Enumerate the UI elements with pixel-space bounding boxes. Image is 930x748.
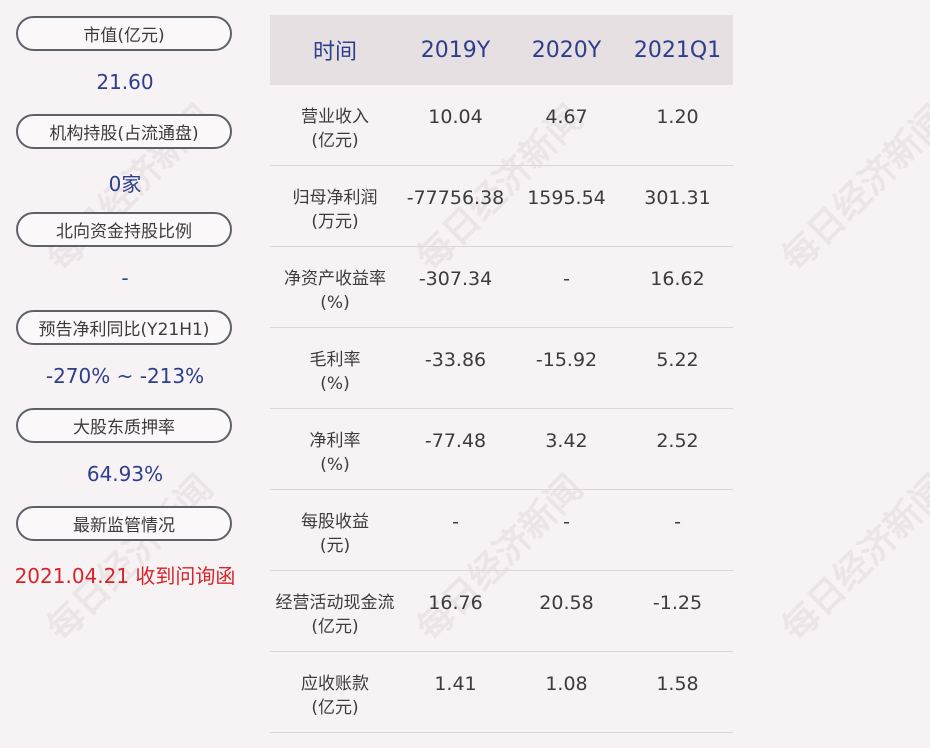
profit-forecast-value: -270% ~ -213% (45, 364, 205, 388)
left-summary-panel: 市值(亿元) 21.60 机构持股(占流通盘) 0家 北向资金持股比例 - 预告… (0, 0, 250, 748)
row-label-name: 每股收益 (301, 512, 369, 532)
table-row: 营业收入 (亿元) 10.04 4.67 1.20 (270, 85, 733, 166)
row-label: 毛利率 (%) (270, 348, 400, 396)
table-cell: - (563, 511, 570, 533)
row-label: 每股收益 (元) (270, 510, 400, 558)
profit-forecast-label: 预告净利同比(Y21H1) (16, 310, 232, 345)
table-cell: 20.58 (539, 592, 594, 614)
table-cell: 16.62 (650, 268, 705, 290)
row-label: 归母净利润 (万元) (270, 186, 400, 234)
row-label-name: 毛利率 (309, 350, 361, 370)
row-label-name: 经营活动现金流 (275, 593, 395, 613)
table-row: 净利率 (%) -77.48 3.42 2.52 (270, 409, 733, 490)
table-cell: 5.22 (656, 349, 699, 371)
table-cell: -77756.38 (406, 187, 505, 209)
institutional-holding-value: 0家 (108, 172, 142, 196)
table-cell: 3.42 (545, 430, 588, 452)
institutional-holding-label: 机构持股(占流通盘) (16, 114, 232, 149)
row-label-unit: (亿元) (311, 131, 359, 151)
header-2019y: 2019Y (420, 37, 491, 63)
table-cell: -33.86 (424, 349, 487, 371)
row-label: 净资产收益率 (%) (270, 267, 400, 315)
watermark: 每日经济新闻 (774, 467, 930, 650)
table-cell: 2.52 (656, 430, 699, 452)
pledge-rate-label: 大股东质押率 (16, 408, 232, 443)
regulatory-status-label: 最新监管情况 (16, 506, 232, 541)
row-label: 营业收入 (亿元) (270, 105, 400, 153)
northbound-holding-value: - (121, 266, 129, 290)
row-label-unit: (%) (320, 293, 350, 313)
row-label-unit: (%) (320, 455, 350, 475)
table-header: 时间 2019Y 2020Y 2021Q1 (270, 15, 733, 85)
row-label: 净利率 (%) (270, 429, 400, 477)
table-cell: -1.25 (652, 592, 703, 614)
row-label-unit: (%) (320, 374, 350, 394)
table-cell: - (452, 511, 459, 533)
table-row: 应收账款 (亿元) 1.41 1.08 1.58 (270, 652, 733, 733)
row-label-unit: (元) (319, 536, 351, 556)
table-cell: 1.41 (434, 673, 477, 695)
table-cell: 1595.54 (527, 187, 606, 209)
row-label-unit: (亿元) (311, 617, 359, 637)
table-cell: 1.20 (656, 106, 699, 128)
table-cell: 10.04 (428, 106, 483, 128)
market-cap-label: 市值(亿元) (16, 16, 232, 51)
table-cell: -307.34 (418, 268, 493, 290)
table-cell: 301.31 (644, 187, 711, 209)
financial-table: 时间 2019Y 2020Y 2021Q1 营业收入 (亿元) 10.04 4.6… (270, 15, 733, 733)
table-cell: - (563, 268, 570, 290)
table-row: 每股收益 (元) - - - (270, 490, 733, 571)
watermark: 每日经济新闻 (774, 97, 930, 280)
header-2021q1: 2021Q1 (633, 37, 722, 63)
regulatory-status-value: 2021.04.21 收到问询函 (14, 564, 236, 588)
row-label-name: 应收账款 (301, 674, 369, 694)
table-cell: -77.48 (424, 430, 487, 452)
table-row: 净资产收益率 (%) -307.34 - 16.62 (270, 247, 733, 328)
table-cell: -15.92 (535, 349, 598, 371)
row-label-unit: (亿元) (311, 698, 359, 718)
table-cell: 4.67 (545, 106, 588, 128)
header-period: 时间 (312, 40, 357, 65)
table-cell: 16.76 (428, 592, 483, 614)
market-cap-value: 21.60 (96, 70, 154, 94)
table-row: 毛利率 (%) -33.86 -15.92 5.22 (270, 328, 733, 409)
row-label-name: 净利率 (309, 431, 361, 451)
pledge-rate-value: 64.93% (86, 462, 164, 486)
northbound-holding-label: 北向资金持股比例 (16, 212, 232, 247)
row-label-name: 净资产收益率 (284, 269, 386, 289)
table-cell: 1.08 (545, 673, 588, 695)
row-label: 经营活动现金流 (亿元) (270, 591, 400, 639)
row-label-unit: (万元) (311, 212, 359, 232)
table-row: 归母净利润 (万元) -77756.38 1595.54 301.31 (270, 166, 733, 247)
table-cell: - (674, 511, 681, 533)
table-row: 经营活动现金流 (亿元) 16.76 20.58 -1.25 (270, 571, 733, 652)
header-2020y: 2020Y (531, 37, 602, 63)
row-label-name: 归母净利润 (292, 188, 378, 208)
row-label: 应收账款 (亿元) (270, 672, 400, 720)
row-label-name: 营业收入 (301, 107, 369, 127)
table-cell: 1.58 (656, 673, 699, 695)
